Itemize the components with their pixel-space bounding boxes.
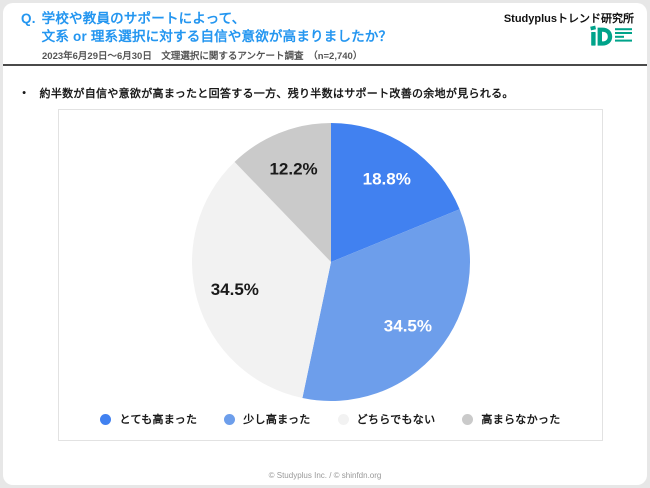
- pie-slice-label-1: 18.8%: [363, 169, 411, 188]
- slide-card: Q. 学校や教員のサポートによって、 文系 or 理系選択に対する自信や意欲が高…: [3, 3, 647, 485]
- chart-legend: とても高まった 少し高まった どちらでもない 高まらなかった: [59, 411, 602, 427]
- question-prefix: Q.: [21, 11, 36, 26]
- legend-item-2: 少し高まった: [224, 411, 310, 427]
- pie-slice-label-4: 12.2%: [269, 160, 317, 179]
- legend-item-1: とても高まった: [100, 411, 197, 427]
- summary-text: 約半数が自信や意欲が高まったと回答する一方、残り半数はサポート改善の余地が見られ…: [39, 88, 514, 100]
- pie-slice-label-3: 34.5%: [211, 280, 259, 299]
- shin-foundation-logo: [588, 25, 634, 54]
- pie-chart: 18.8% 34.5% 34.5% 12.2%: [192, 123, 470, 401]
- legend-label: どちらでもない: [356, 414, 436, 426]
- legend-swatch-icon: [337, 413, 349, 425]
- header-divider: [3, 64, 647, 66]
- question-text: 学校や教員のサポートによって、 文系 or 理系選択に対する自信や意欲が高まりま…: [42, 10, 393, 46]
- question-line-1: 学校や教員のサポートによって、: [41, 11, 246, 26]
- question-line-2: 文系 or 理系選択に対する自信や意欲が高まりましたか？: [41, 29, 393, 45]
- legend-label: 少し高まった: [243, 414, 311, 426]
- legend-item-4: 高まらなかった: [462, 411, 560, 427]
- copyright-footer: © Studyplus Inc. / © shinfdn.org: [268, 471, 382, 480]
- legend-swatch-icon: [100, 413, 112, 425]
- legend-swatch-icon: [224, 413, 236, 425]
- survey-meta: 2023年6月29日～6月30日 文理選択に関するアンケート調査 （n=2,74…: [42, 51, 363, 62]
- page-title: Q. 学校や教員のサポートによって、 文系 or 理系選択に対する自信や意欲が高…: [21, 10, 392, 46]
- pie-chart-panel: 18.8% 34.5% 34.5% 12.2% とても高まった 少し高まった どちらでもな…: [58, 109, 603, 441]
- pie-slice-label-2: 34.5%: [384, 317, 432, 336]
- pie-slice-2: [302, 209, 470, 401]
- pie-slice-4: [234, 123, 331, 262]
- legend-item-3: どちらでもない: [337, 411, 436, 427]
- brand-name: Studyplusトレンド研究所: [503, 13, 634, 25]
- pie-slice-3: [192, 161, 331, 399]
- id-logo-icon: [590, 25, 632, 46]
- pie-slice-1: [331, 123, 460, 262]
- bullet-icon: ●: [22, 89, 27, 96]
- legend-swatch-icon: [462, 413, 474, 425]
- legend-label: とても高まった: [119, 414, 198, 426]
- summary-line: ● 約半数が自信や意欲が高まったと回答する一方、残り半数はサポート改善の余地が見…: [22, 85, 514, 101]
- legend-label: 高まらなかった: [481, 414, 561, 426]
